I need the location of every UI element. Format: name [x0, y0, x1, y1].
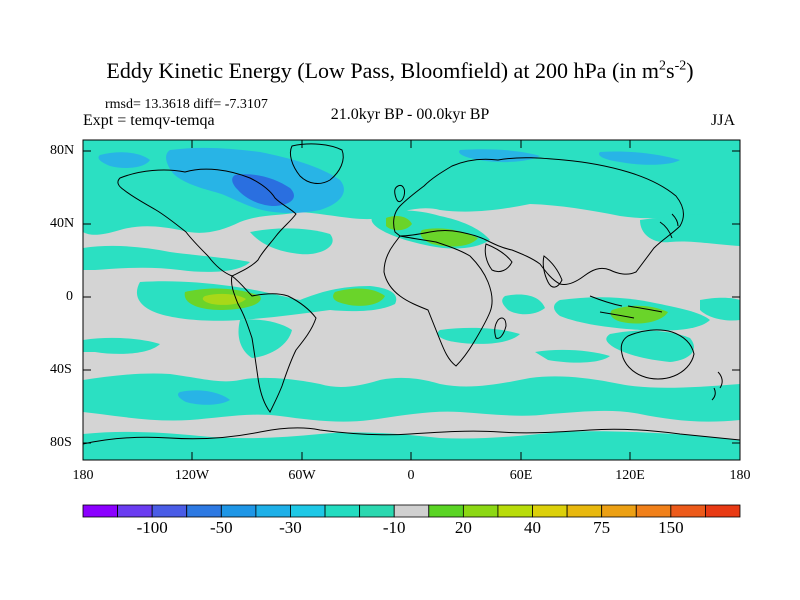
stats-text: rmsd= 13.3618 diff= -7.3107 — [105, 97, 268, 112]
south-america-coast — [231, 275, 317, 413]
colorbar-label: 150 — [658, 518, 684, 537]
colorbar-swatch — [635, 504, 672, 518]
greenland-coast — [289, 143, 344, 184]
colorbar-label: -10 — [382, 518, 406, 537]
south-pacific-cyan — [83, 319, 292, 358]
lon-label: 60E — [509, 468, 533, 483]
india-coast — [542, 255, 563, 288]
colorbar-swatch — [359, 504, 395, 518]
lon-label: 120W — [174, 468, 210, 483]
lon-label: 180 — [729, 468, 751, 483]
southern-ocean-blue — [178, 390, 230, 405]
colorbar-swatch — [532, 504, 568, 518]
colorbar-label: 75 — [593, 518, 611, 537]
lon-label: 180 — [72, 468, 94, 483]
colorbar-swatch — [601, 504, 637, 518]
lon-label: 120E — [615, 468, 645, 483]
indonesia-coast — [589, 295, 663, 319]
colorbar-swatch — [566, 504, 603, 518]
colorbar-label: -50 — [209, 518, 233, 537]
australia-cyan — [606, 330, 694, 362]
colorbar-swatch — [117, 504, 153, 518]
west-pacific-band — [640, 212, 740, 246]
colorbar-swatch — [220, 504, 257, 518]
experiment-label: Expt = temqv-temqa — [83, 112, 215, 129]
pacific-north-band — [83, 245, 250, 272]
indian-ocean-cyan — [437, 327, 610, 363]
lat-label: 0 — [66, 289, 73, 304]
colorbar-swatch — [290, 504, 326, 518]
uk-coast — [394, 185, 405, 203]
axis-ticks — [83, 140, 740, 460]
eurasia-coast — [393, 157, 684, 285]
antarctica-coast — [83, 427, 740, 445]
lat-label: 40S — [50, 362, 72, 377]
mediterranean-green-1 — [386, 216, 412, 231]
tropical-green-atlantic — [333, 288, 385, 306]
lat-label: 80N — [50, 143, 75, 158]
africa-coast — [383, 235, 493, 367]
east-africa-cyan — [502, 294, 545, 315]
antarctic-band — [83, 431, 740, 460]
north-america-deep-blue — [232, 174, 294, 206]
colorbar-swatch — [670, 504, 706, 518]
colorbar-swatch — [462, 504, 499, 518]
colorbar-label: 20 — [454, 518, 472, 537]
lon-label: 0 — [407, 468, 415, 483]
colorbar-swatch — [324, 504, 361, 518]
coastlines — [83, 143, 740, 445]
colorbar-label: 40 — [524, 518, 542, 537]
figure-title: Eddy Kinetic Energy (Low Pass, Bloomfiel… — [106, 58, 694, 83]
lat-label: 80S — [50, 435, 72, 450]
colorbar-label: -30 — [279, 518, 302, 537]
colorbar-swatch — [497, 504, 533, 518]
colorbar — [82, 504, 741, 518]
australia-coast — [620, 329, 695, 380]
arabia-coast — [484, 243, 513, 273]
lat-label: 40N — [50, 216, 75, 231]
colorbar-swatch — [705, 504, 741, 518]
colorbar-label: -100 — [136, 518, 168, 537]
period-label: 21.0kyr BP - 00.0kyr BP — [330, 106, 490, 123]
madagascar-coast — [494, 317, 507, 339]
colorbar-swatch — [393, 504, 430, 518]
japan-coast — [659, 213, 679, 239]
tropical-atlantic-band — [250, 228, 333, 255]
southern-ocean-band — [83, 373, 740, 422]
colorbar-swatch — [82, 504, 118, 518]
colorbar-swatch — [255, 504, 291, 518]
contour-fields — [83, 140, 740, 460]
new-zealand-coast — [711, 371, 723, 401]
colorbar-swatch — [151, 504, 188, 518]
season-label: JJA — [711, 112, 736, 129]
lon-label: 60W — [288, 468, 316, 483]
colorbar-swatch — [186, 504, 222, 518]
colorbar-swatch — [428, 504, 464, 518]
north-america-coast — [117, 168, 297, 277]
